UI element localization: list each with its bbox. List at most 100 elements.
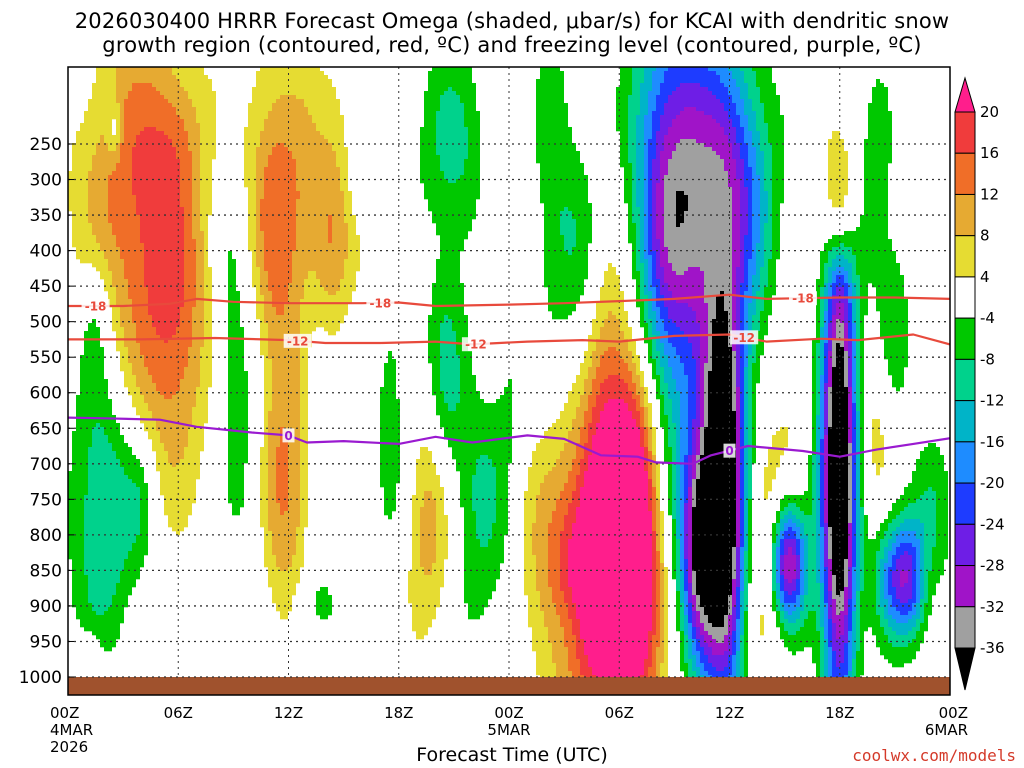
omega-cell <box>632 163 636 168</box>
omega-cell <box>664 79 720 84</box>
omega-cell <box>816 307 820 312</box>
omega-cell <box>680 515 684 520</box>
omega-cell <box>572 491 580 496</box>
omega-cell <box>88 447 112 452</box>
omega-cell <box>824 499 828 504</box>
omega-cell <box>264 259 292 264</box>
omega-cell <box>632 207 640 212</box>
omega-cell <box>772 203 780 208</box>
omega-cell <box>184 283 196 288</box>
omega-cell <box>432 287 464 292</box>
omega-cell <box>664 191 676 196</box>
omega-cell <box>256 199 260 204</box>
omega-cell <box>116 83 132 88</box>
omega-cell <box>760 271 768 276</box>
omega-cell <box>672 403 680 408</box>
omega-cell <box>808 543 816 548</box>
omega-cell <box>632 167 636 172</box>
omega-cell <box>640 291 644 296</box>
omega-cell <box>628 143 636 148</box>
omega-cell <box>748 451 752 456</box>
omega-cell <box>816 487 820 492</box>
omega-cell <box>300 363 308 368</box>
omega-cell <box>256 235 264 240</box>
omega-cell <box>648 311 656 316</box>
omega-cell <box>192 171 200 176</box>
omega-cell <box>652 219 656 224</box>
omega-cell <box>700 407 704 412</box>
omega-cell <box>856 387 860 392</box>
omega-cell <box>596 343 628 348</box>
omega-cell <box>812 463 816 468</box>
omega-cell <box>560 491 572 496</box>
omega-cell <box>720 75 732 80</box>
omega-cell <box>464 115 480 120</box>
omega-cell <box>640 307 644 312</box>
omega-cell <box>828 499 848 504</box>
omega-cell <box>648 211 652 216</box>
omega-cell <box>276 555 292 560</box>
omega-cell <box>120 307 132 312</box>
omega-cell <box>300 467 308 472</box>
omega-cell <box>768 283 776 288</box>
omega-cell <box>620 351 632 356</box>
omega-cell <box>808 455 812 460</box>
omega-cell <box>644 451 648 456</box>
omega-cell <box>120 139 124 144</box>
omega-cell <box>200 179 212 184</box>
omega-cell <box>740 287 748 292</box>
omega-cell <box>88 175 108 180</box>
omega-cell <box>740 359 744 364</box>
omega-cell <box>852 299 856 304</box>
omega-cell <box>668 383 676 388</box>
omega-cell <box>740 543 744 548</box>
omega-cell <box>136 323 152 328</box>
omega-cell <box>580 499 648 504</box>
omega-cell <box>628 95 640 100</box>
omega-cell <box>440 95 460 100</box>
omega-cell <box>924 543 936 548</box>
omega-cell <box>172 67 204 72</box>
omega-cell <box>472 491 496 496</box>
omega-cell <box>192 199 200 204</box>
omega-cell <box>680 455 684 460</box>
omega-cell <box>760 311 772 316</box>
omega-cell <box>792 551 796 556</box>
omega-cell <box>924 547 932 552</box>
omega-cell <box>828 311 832 316</box>
omega-cell <box>68 547 84 552</box>
omega-cell <box>812 411 816 416</box>
omega-cell <box>648 475 652 480</box>
omega-cell <box>652 527 656 532</box>
omega-cell <box>660 83 680 88</box>
omega-cell <box>892 535 896 540</box>
omega-cell <box>200 371 212 376</box>
omega-cell <box>848 259 856 264</box>
omega-cell <box>704 271 732 276</box>
omega-cell <box>124 263 144 268</box>
omega-cell <box>756 291 764 296</box>
omega-cell <box>260 487 268 492</box>
omega-cell <box>704 291 720 296</box>
omega-cell <box>684 455 688 460</box>
omega-cell <box>228 331 244 336</box>
omega-cell <box>860 371 864 376</box>
omega-cell <box>852 327 856 332</box>
omega-cell <box>148 367 184 372</box>
omega-cell <box>800 535 808 540</box>
omega-cell <box>764 155 772 160</box>
omega-cell <box>296 543 304 548</box>
omega-cell <box>772 155 784 160</box>
omega-cell <box>884 351 908 356</box>
omega-cell <box>296 539 304 544</box>
omega-cell <box>296 527 304 532</box>
omega-cell <box>700 447 704 452</box>
omega-cell <box>344 263 360 268</box>
omega-cell <box>72 431 92 436</box>
omega-cell <box>656 343 664 348</box>
omega-cell <box>748 159 756 164</box>
omega-cell <box>856 443 860 448</box>
omega-cell <box>812 423 816 428</box>
omega-cell <box>168 455 184 460</box>
omega-cell <box>84 535 136 540</box>
